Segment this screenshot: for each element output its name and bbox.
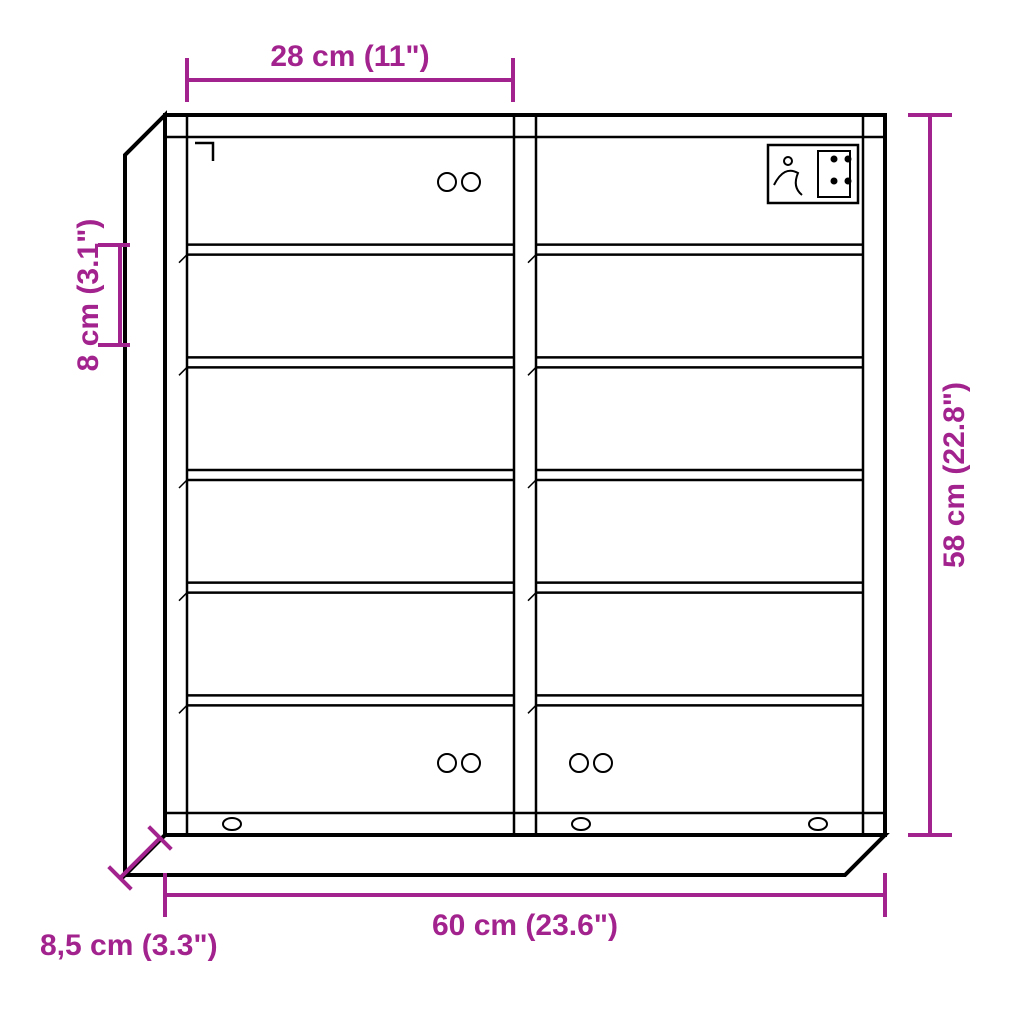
label-depth: 8,5 cm (3.3") <box>40 929 218 962</box>
cabinet-depth-left <box>125 115 165 875</box>
mount-hole <box>594 754 612 772</box>
floor-hole <box>223 818 241 830</box>
label-top: 28 cm (11") <box>270 40 429 73</box>
cabinet-depth-bottom <box>125 835 885 875</box>
floor-hole <box>572 818 590 830</box>
hardware-detail <box>768 145 858 203</box>
mount-hole <box>462 754 480 772</box>
label-right: 58 cm (22.8") <box>938 382 971 568</box>
bracket-mark <box>195 143 213 161</box>
mount-hole <box>438 754 456 772</box>
mount-hole <box>570 754 588 772</box>
label-left: 8 cm (3.1") <box>72 219 105 372</box>
label-bottom: 60 cm (23.6") <box>432 909 618 942</box>
cabinet-outline <box>165 115 885 835</box>
floor-hole <box>809 818 827 830</box>
mount-hole <box>462 173 480 191</box>
mount-hole <box>438 173 456 191</box>
